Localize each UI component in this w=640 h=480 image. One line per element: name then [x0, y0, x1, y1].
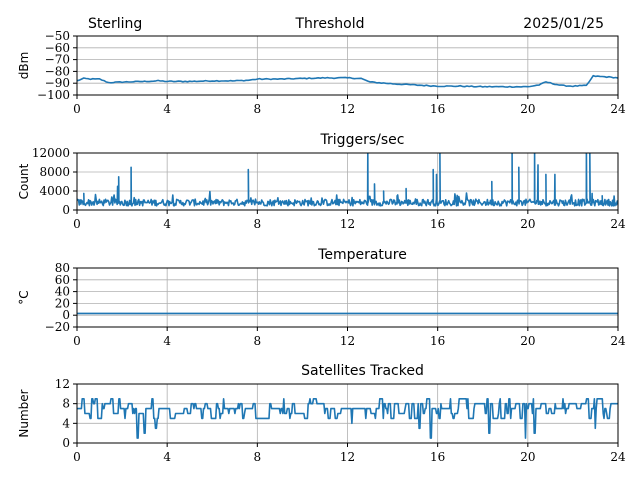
threshold-xtick-label: 0	[73, 102, 81, 116]
satellites-ytick-label: 8	[62, 397, 70, 411]
temperature-ytick-label: −20	[45, 320, 70, 334]
satellites-xtick-label: 16	[430, 450, 445, 464]
threshold-xtick-label: 24	[610, 102, 626, 116]
threshold-ytick-label: −100	[37, 88, 70, 102]
satellites-xtick-label: 20	[520, 450, 535, 464]
temperature-ytick-label: 80	[55, 261, 70, 275]
temperature-xtick-label: 4	[163, 334, 171, 348]
triggers-xtick-label: 24	[610, 217, 626, 231]
temperature-xtick-label: 24	[610, 334, 626, 348]
satellites-series-line	[77, 398, 618, 439]
temperature-xtick-label: 8	[254, 334, 262, 348]
threshold-xtick-label: 20	[520, 102, 535, 116]
triggers-ytick-label: 4000	[39, 184, 70, 198]
triggers-panel: 0 4 8 12 16 20 24 0 4000 8000 12000 Triggers/sec Cou…	[17, 132, 626, 231]
satellites-ytick-label: 0	[62, 436, 70, 450]
temperature-xtick-label: 20	[520, 334, 535, 348]
satellites-panel: 0 4 8 12 16 20 24 0 4 8 12 Satellites Tracked Number	[17, 363, 626, 464]
satellites-xtick-label: 24	[610, 450, 626, 464]
triggers-title: Triggers/sec	[320, 132, 405, 148]
temperature-xtick-label: 16	[430, 334, 445, 348]
triggers-xtick-label: 4	[163, 217, 171, 231]
threshold-ytick-label: −70	[45, 53, 70, 67]
satellites-xtick-label: 0	[73, 450, 81, 464]
temperature-ytick-label: 60	[55, 273, 70, 287]
triggers-ylabel: Count	[17, 163, 31, 199]
threshold-xtick-label: 12	[340, 102, 355, 116]
threshold-xtick-label: 8	[254, 102, 262, 116]
threshold-ytick-label: −60	[45, 41, 70, 55]
temperature-title: Temperature	[317, 247, 407, 263]
satellites-xtick-label: 12	[340, 450, 355, 464]
threshold-ytick-label: −90	[45, 76, 70, 90]
header-date: 2025/01/25	[523, 16, 604, 32]
threshold-xtick-label: 16	[430, 102, 445, 116]
temperature-xtick-label: 12	[340, 334, 355, 348]
temperature-ylabel: °C	[17, 290, 31, 304]
triggers-xtick-label: 12	[340, 217, 355, 231]
threshold-ytick-label: −80	[45, 64, 70, 78]
threshold-xtick-label: 4	[163, 102, 171, 116]
triggers-xtick-label: 16	[430, 217, 445, 231]
triggers-xtick-label: 0	[73, 217, 81, 231]
temperature-ytick-label: 40	[55, 285, 70, 299]
header-threshold-title: Threshold	[295, 16, 365, 32]
threshold-panel: 0 4 8 12 16 20 24 −100−90−80−70−60−50 dBm	[17, 29, 626, 116]
satellites-ylabel: Number	[17, 389, 31, 437]
temperature-ytick-label: 0	[62, 308, 70, 322]
satellites-xtick-label: 8	[254, 450, 262, 464]
triggers-ytick-label: 12000	[32, 146, 70, 160]
threshold-series-line	[77, 74, 618, 88]
header-station: Sterling	[88, 16, 142, 32]
satellites-xtick-label: 4	[163, 450, 171, 464]
triggers-ytick-label: 8000	[39, 165, 70, 179]
satellites-ytick-label: 12	[55, 377, 70, 391]
temperature-xtick-label: 0	[73, 334, 81, 348]
triggers-ytick-label: 0	[62, 203, 70, 217]
triggers-xtick-label: 8	[254, 217, 262, 231]
triggers-xtick-label: 20	[520, 217, 535, 231]
threshold-ytick-label: −50	[45, 29, 70, 43]
triggers-series-line	[77, 153, 618, 207]
satellites-title: Satellites Tracked	[301, 363, 424, 379]
threshold-ylabel: dBm	[17, 52, 31, 80]
satellites-ytick-label: 4	[62, 416, 70, 430]
temperature-ytick-label: 20	[55, 296, 70, 310]
